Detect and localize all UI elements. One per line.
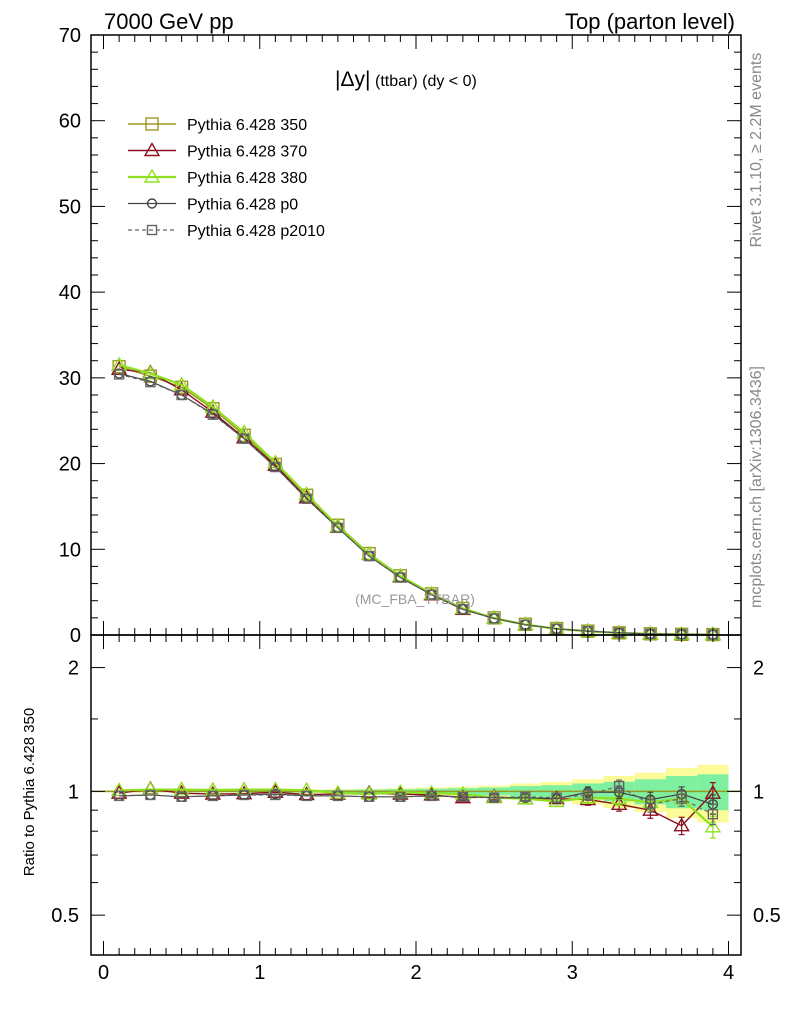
data-point bbox=[426, 589, 437, 600]
ratio-point bbox=[551, 792, 562, 803]
ratio-point bbox=[520, 791, 531, 802]
legend-marker bbox=[146, 198, 158, 209]
ratio-point bbox=[645, 799, 656, 810]
ratio-point bbox=[707, 808, 719, 820]
legend-label: Pythia 6.428 p2010 bbox=[187, 223, 325, 240]
legend-label: Pythia 6.428 p0 bbox=[187, 197, 298, 214]
main-y-tick-label: 10 bbox=[59, 539, 81, 561]
ratio-point bbox=[582, 789, 594, 801]
legend-marker bbox=[146, 224, 158, 236]
data-point bbox=[395, 572, 406, 583]
x-tick-label: 0 bbox=[98, 962, 109, 984]
ratio-y-tick-label-right: 1 bbox=[753, 781, 764, 803]
ratio-series-pythia-6-428-p2010 bbox=[113, 779, 719, 826]
main-y-tick-label: 20 bbox=[59, 454, 81, 476]
header-right: Top (parton level) bbox=[565, 9, 735, 34]
x-tick-label: 1 bbox=[254, 962, 265, 984]
main-y-tick-label: 40 bbox=[59, 282, 81, 304]
ratio-y-tick-label-right: 0.5 bbox=[753, 905, 781, 927]
main-plot: 0 10 20 30 40 50 60 70 |Δy| (ttbar) (dy < 0) (M… bbox=[59, 25, 742, 647]
legend: Pythia 6.428 350 Pythia 6.428 370 Pythia 6… bbox=[128, 117, 325, 240]
data-point bbox=[142, 365, 159, 380]
data-point bbox=[110, 360, 128, 375]
data-point bbox=[270, 461, 281, 473]
ratio-point bbox=[270, 789, 281, 801]
data-point bbox=[207, 409, 219, 420]
legend-label: Pythia 6.428 350 bbox=[187, 117, 307, 134]
ratio-point bbox=[426, 790, 437, 802]
data-point bbox=[332, 522, 344, 534]
ratio-plot: 0.5 0.5 1 1 2 2 0 1 2 3 4 Ratio to Pythia 6.428 35… bbox=[21, 634, 781, 984]
ratio-line-pythia-6-428-p2010 bbox=[119, 785, 714, 815]
plot-title: |Δy| bbox=[335, 68, 370, 91]
legend-entry-pythia-6-428-350: Pythia 6.428 350 bbox=[128, 117, 307, 134]
ratio-point bbox=[704, 818, 722, 833]
main-y-tick-label: 0 bbox=[70, 625, 81, 647]
data-point bbox=[363, 550, 375, 562]
ratio-point bbox=[145, 789, 156, 801]
data-point bbox=[173, 376, 190, 391]
legend-entry-pythia-6-428-p0: Pythia 6.428 p0 bbox=[128, 197, 298, 214]
ratio-point bbox=[363, 791, 375, 802]
ratio-point bbox=[676, 793, 687, 804]
main-y-tick-label: 60 bbox=[59, 111, 81, 133]
data-point bbox=[235, 424, 253, 439]
ratio-point bbox=[457, 791, 469, 802]
data-point bbox=[488, 613, 500, 624]
analysis-watermark: (MC_FBA_TTBAR) bbox=[355, 591, 475, 607]
rivet-version-label: Rivet 3.1.10, ≥ 2.2M events bbox=[748, 53, 765, 248]
ratio-y-tick-label-right: 2 bbox=[753, 658, 764, 680]
main-y-tick-label: 70 bbox=[59, 25, 81, 47]
legend-entry-pythia-6-428-370: Pythia 6.428 370 bbox=[128, 142, 307, 161]
main-y-tick-label: 50 bbox=[59, 196, 81, 218]
ratio-point bbox=[173, 781, 190, 796]
legend-marker bbox=[145, 117, 159, 131]
data-point bbox=[145, 376, 156, 388]
header-left: 7000 GeV pp bbox=[104, 9, 234, 34]
ratio-point bbox=[113, 790, 125, 802]
data-point bbox=[176, 389, 187, 401]
plot-subtitle: (ttbar) (dy < 0) bbox=[375, 73, 477, 90]
ratio-point bbox=[332, 790, 344, 802]
main-y-tick-label: 30 bbox=[59, 368, 81, 390]
ratio-y-axis-label: Ratio to Pythia 6.428 350 bbox=[21, 708, 38, 876]
ratio-point bbox=[673, 817, 690, 832]
ratio-point bbox=[301, 790, 312, 802]
ratio-line-pythia-6-428-380 bbox=[119, 788, 714, 828]
legend-label: Pythia 6.428 380 bbox=[187, 170, 307, 187]
data-point bbox=[238, 433, 250, 444]
ratio-point bbox=[579, 789, 597, 804]
data-point bbox=[299, 488, 314, 502]
legend-entry-pythia-6-428-p2010: Pythia 6.428 p2010 bbox=[128, 223, 325, 240]
series-line-pythia-6-428-p2010 bbox=[118, 373, 713, 636]
legend-label: Pythia 6.428 370 bbox=[187, 144, 307, 161]
legend-marker bbox=[143, 142, 161, 157]
ratio-point bbox=[610, 790, 628, 805]
data-point bbox=[113, 369, 125, 380]
mcplots-label: mcplots.cern.ch [arXiv:1306.3436] bbox=[748, 366, 765, 608]
ratio-point bbox=[548, 793, 565, 808]
ratio-y-tick-label: 1 bbox=[68, 781, 79, 803]
ratio-point bbox=[395, 791, 406, 802]
ratio-y-tick-label: 0.5 bbox=[51, 905, 79, 927]
legend-entry-pythia-6-428-380: Pythia 6.428 380 bbox=[128, 168, 307, 187]
ratio-point bbox=[488, 792, 500, 803]
data-point bbox=[301, 493, 312, 504]
x-tick-label: 3 bbox=[567, 962, 578, 984]
legend-marker bbox=[143, 168, 161, 183]
ratio-point bbox=[238, 789, 250, 801]
x-tick-label: 4 bbox=[723, 962, 734, 984]
data-point bbox=[457, 604, 469, 615]
ratio-point bbox=[613, 780, 625, 792]
ratio-y-tick-label: 2 bbox=[68, 658, 79, 680]
ratio-point bbox=[207, 790, 219, 802]
data-point bbox=[204, 398, 222, 413]
ratio-point bbox=[204, 781, 222, 796]
x-tick-label: 2 bbox=[410, 962, 421, 984]
ratio-point bbox=[176, 791, 187, 802]
